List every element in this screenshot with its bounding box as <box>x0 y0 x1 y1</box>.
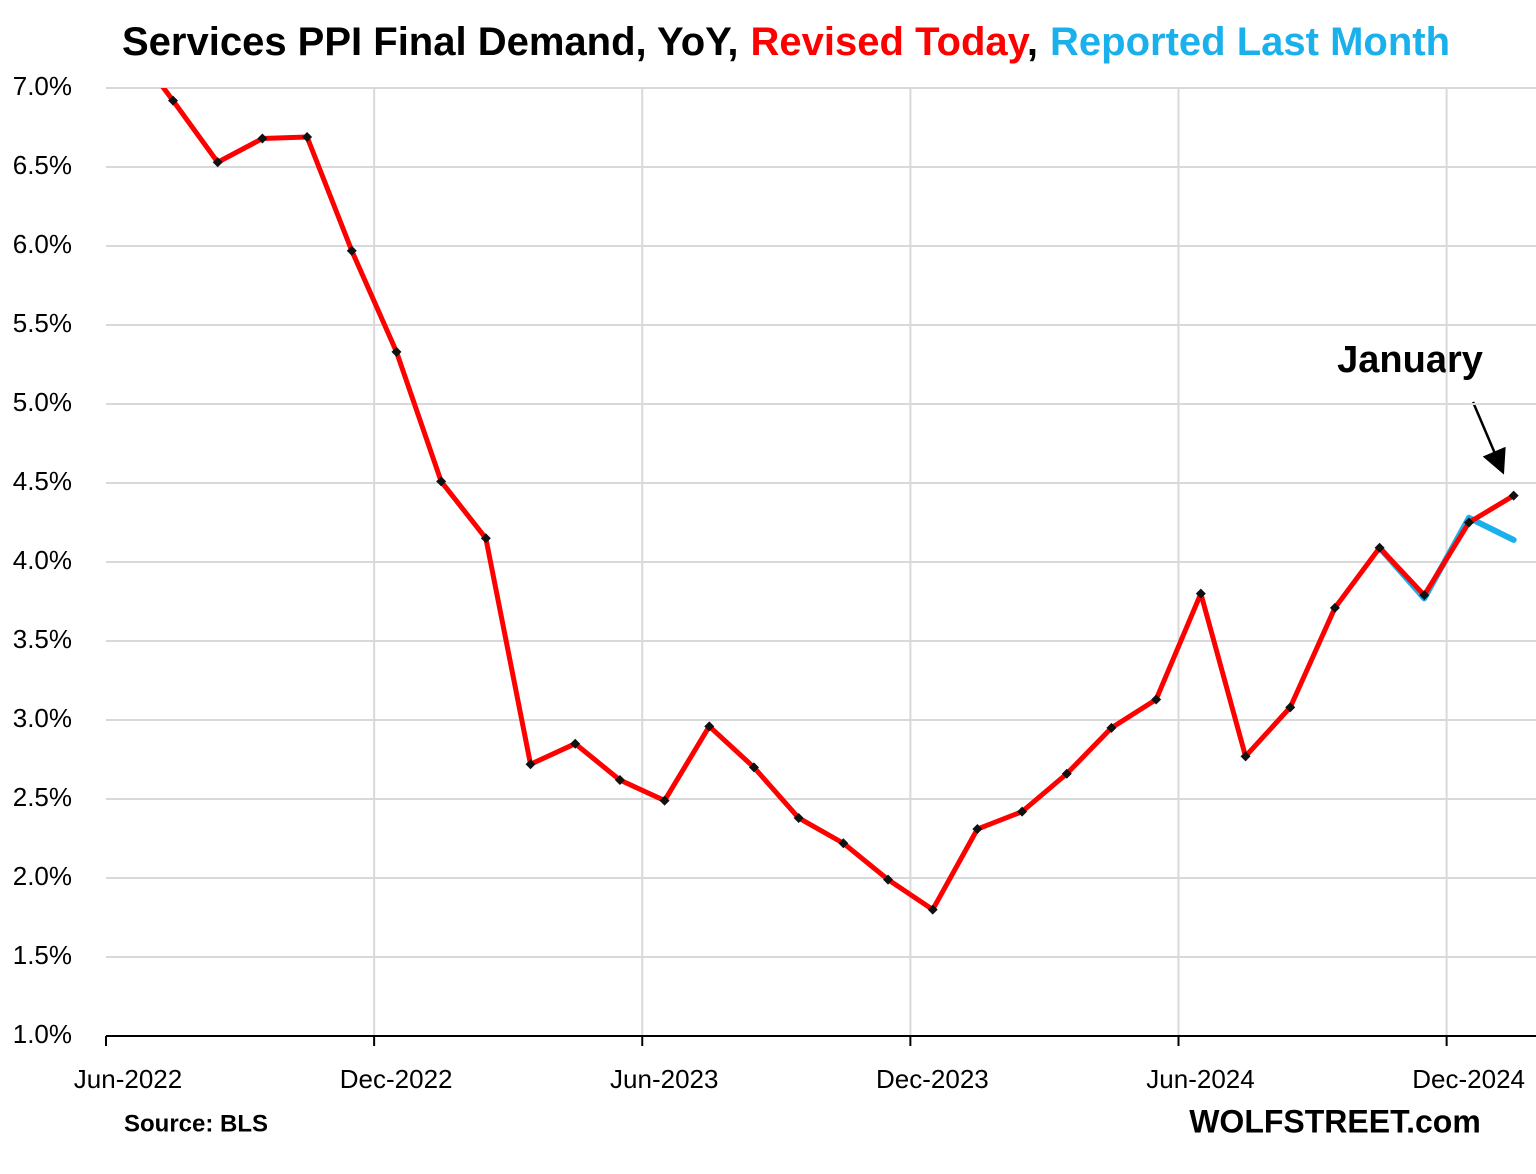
y-tick-label: 3.5% <box>13 624 72 654</box>
title-separator: , <box>1027 20 1038 64</box>
point-marker <box>1017 806 1028 817</box>
point-marker <box>302 131 313 142</box>
point-marker <box>570 738 581 749</box>
point-marker <box>748 762 759 773</box>
y-tick-label: 1.0% <box>13 1019 72 1049</box>
point-marker <box>972 824 983 835</box>
point-marker <box>927 904 938 915</box>
point-marker <box>1329 602 1340 613</box>
point-marker <box>883 874 894 885</box>
point-marker <box>1419 590 1430 601</box>
y-tick-label: 5.5% <box>13 308 72 338</box>
point-marker <box>614 775 625 786</box>
point-marker <box>1195 588 1206 599</box>
x-tick-label: Jun-2024 <box>1146 1064 1254 1094</box>
credit: WOLFSTREET.com <box>1189 1103 1481 1139</box>
source: Source: BLS <box>124 1110 268 1137</box>
y-tick-label: 4.0% <box>13 545 72 575</box>
point-marker <box>1285 702 1296 713</box>
point-marker <box>168 95 179 106</box>
y-tick-label: 5.0% <box>13 387 72 417</box>
point-marker <box>391 346 402 357</box>
y-tick-label: 2.0% <box>13 861 72 891</box>
point-marker <box>793 812 804 823</box>
y-tick-label: 7.0% <box>13 71 72 101</box>
series-line <box>160 88 1517 913</box>
point-marker <box>704 721 715 732</box>
y-tick-label: 3.0% <box>13 703 72 733</box>
x-tick-label: Jun-2022 <box>74 1064 182 1094</box>
point-marker <box>346 245 357 256</box>
point-marker <box>1374 542 1385 553</box>
y-tick-label: 6.0% <box>13 229 72 259</box>
y-tick-label: 4.5% <box>13 466 72 496</box>
y-tick-label: 1.5% <box>13 940 72 970</box>
point-marker <box>257 133 268 144</box>
point-marker <box>480 533 491 544</box>
point-marker <box>659 795 670 806</box>
annotation: January <box>1337 339 1483 381</box>
point-marker <box>1240 751 1251 762</box>
annotation-arrow <box>1471 401 1506 475</box>
x-tick-label: Jun-2023 <box>610 1064 718 1094</box>
point-marker <box>1508 490 1519 501</box>
point-marker <box>838 838 849 849</box>
point-marker <box>212 157 223 168</box>
x-tick-label: Dec-2024 <box>1412 1064 1525 1094</box>
legend-entry: Revised Today <box>751 20 1031 64</box>
point-marker <box>1463 517 1474 528</box>
y-tick-label: 2.5% <box>13 782 72 812</box>
chart-title: Services PPI Final Demand, YoY, Revised T… <box>122 20 1450 64</box>
x-tick-label: Dec-2022 <box>340 1064 453 1094</box>
point-marker <box>1061 768 1072 779</box>
title-text: Services PPI Final Demand, YoY, <box>122 20 739 64</box>
point-marker <box>1106 722 1117 733</box>
legend-entry: Reported Last Month <box>1050 20 1450 64</box>
point-marker <box>436 476 447 487</box>
point-marker <box>525 759 536 770</box>
x-tick-label: Dec-2023 <box>876 1064 989 1094</box>
y-tick-label: 6.5% <box>13 150 72 180</box>
point-marker <box>1151 694 1162 705</box>
